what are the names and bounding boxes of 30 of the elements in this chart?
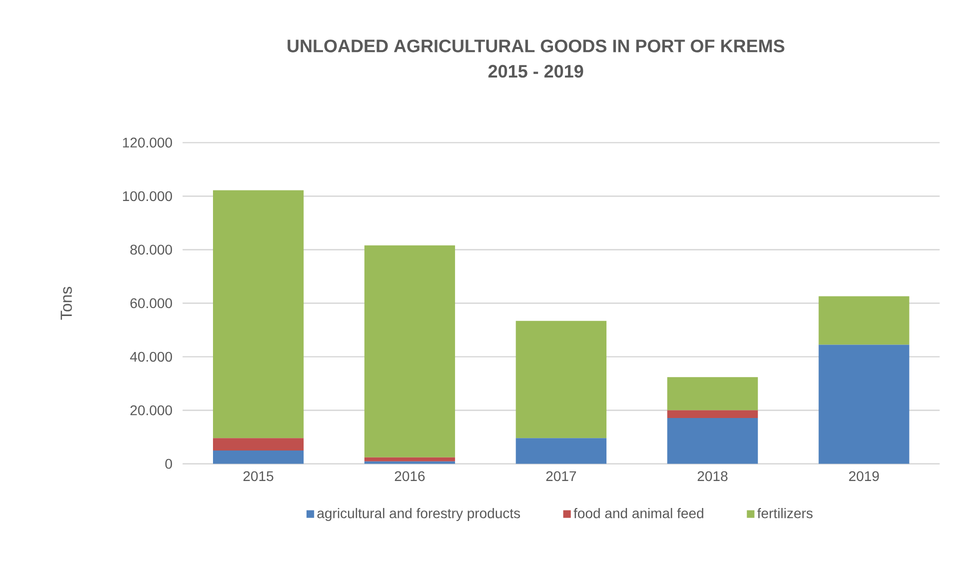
legend-label: agricultural and forestry products [317,508,520,521]
x-tick-label: 2016 [394,471,425,482]
y-tick-label: 120.000 [123,138,172,148]
y-tick-label: 20.000 [130,405,172,416]
y-tick-label: 0 [165,458,172,469]
legend-label: fertilizers [757,508,813,518]
chart-subtitle: 2015 - 2019 [488,64,584,78]
x-tick-label: 2015 [243,471,274,482]
bar [212,438,304,450]
x-tick-label: 2017 [546,471,576,482]
bar [818,344,910,464]
bar [212,190,304,438]
y-tick-label: 80.000 [130,244,172,255]
legend-label: food and animal feed [574,508,704,518]
bar [667,418,758,464]
y-tick-label: 100.000 [123,191,172,202]
bar [818,296,910,345]
chart-title: UNLOADED AGRICULTURAL GOODS IN PORT OF KREMS [288,40,784,52]
bar [212,450,304,464]
y-axis-title: Tons [60,286,72,320]
bar [667,410,758,418]
bar [364,245,456,458]
bar [364,457,456,462]
x-tick-label: 2019 [849,471,879,482]
bar [667,377,758,410]
bar [516,320,606,438]
x-tick-label: 2018 [698,471,728,482]
bar [516,438,606,464]
y-tick-label: 40.000 [130,352,172,362]
y-tick-label: 60.000 [130,298,172,308]
